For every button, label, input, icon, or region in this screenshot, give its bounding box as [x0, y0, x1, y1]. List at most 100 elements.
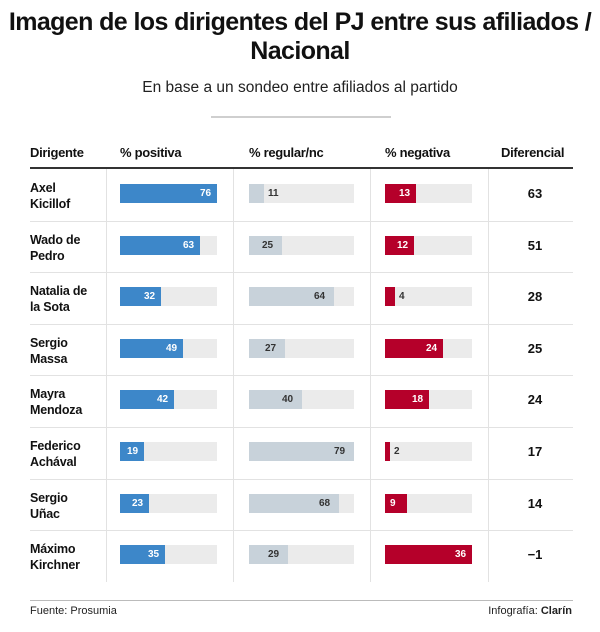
- dirigente-name: Axel Kicillof: [30, 180, 102, 212]
- regular-bar: [249, 184, 264, 203]
- name-line: Natalia de: [30, 284, 88, 299]
- row-divider: [30, 427, 573, 428]
- row-divider: [30, 323, 573, 325]
- negativa-track: 13: [385, 184, 472, 203]
- diferencial-value: 24: [527, 392, 543, 408]
- regular-value-label: 29: [268, 549, 280, 561]
- regular-track: 11: [249, 184, 354, 203]
- table-row: Sergio Uñac 23 68 9 14: [0, 479, 600, 531]
- negativa-bar: [385, 287, 395, 307]
- diferencial-value: −1: [527, 547, 543, 563]
- table-row: Sergio Massa 49 27 24 25: [0, 324, 600, 376]
- regular-bar: [249, 493, 339, 513]
- positiva-bar: [120, 184, 217, 203]
- diferencial-value: 51: [527, 237, 543, 253]
- positiva-bar: [120, 545, 165, 565]
- positiva-track: 35: [120, 545, 217, 565]
- name-line: Mayra: [30, 387, 66, 402]
- positiva-bar: [120, 287, 161, 307]
- diferencial-value: 25: [527, 340, 543, 356]
- positiva-track: 42: [120, 390, 217, 410]
- regular-track: 68: [249, 493, 354, 513]
- table-row: Axel Kicillof 76 11 13 63: [0, 169, 600, 221]
- credit-note: Infografía: Clarín: [488, 605, 572, 617]
- name-line: Pedro: [30, 248, 65, 263]
- negativa-track: 12: [385, 235, 472, 255]
- negativa-value-label: 9: [390, 497, 396, 509]
- positiva-value-label: 35: [148, 549, 160, 561]
- name-line: la Sota: [30, 300, 70, 315]
- regular-value-label: 25: [262, 239, 274, 251]
- regular-value-label: 64: [314, 291, 326, 303]
- dirigente-name: Sergio Uñac: [30, 490, 102, 522]
- name-line: Uñac: [30, 506, 60, 521]
- diferencial-value: 28: [527, 289, 543, 305]
- positiva-value-label: 49: [166, 342, 178, 354]
- regular-bar: [249, 390, 302, 410]
- chart-title: Imagen de los dirigentes del PJ entre su…: [8, 8, 592, 65]
- credit-prefix: Infografía:: [488, 605, 541, 617]
- table-row: Wado de Pedro 63 25 12 51: [0, 221, 600, 273]
- dirigente-name: Federico Achával: [30, 438, 102, 470]
- diferencial-value: 63: [527, 186, 543, 201]
- negativa-bar: [385, 545, 472, 565]
- positiva-bar: [120, 442, 144, 461]
- table-row: Máximo Kirchner 35 29 36 −1: [0, 530, 600, 582]
- positiva-bar: [120, 390, 174, 410]
- diferencial-value: 17: [527, 444, 543, 459]
- positiva-bar: [120, 338, 183, 358]
- negativa-track: 2: [385, 442, 472, 461]
- regular-track: 27: [249, 338, 354, 358]
- positiva-value-label: 32: [144, 291, 156, 303]
- regular-value-label: 11: [268, 188, 279, 199]
- negativa-value-label: 36: [455, 549, 467, 561]
- negativa-value-label: 24: [426, 342, 438, 354]
- name-line: Mendoza: [30, 403, 83, 418]
- row-divider: [30, 375, 573, 377]
- negativa-bar: [385, 235, 414, 255]
- regular-track: 25: [249, 235, 354, 255]
- header-underline: [30, 167, 573, 169]
- name-line: Massa: [30, 351, 68, 366]
- regular-value-label: 27: [265, 342, 277, 354]
- name-line: Kirchner: [30, 558, 80, 573]
- header-regular: % regular/nc: [249, 145, 324, 160]
- chart-subtitle: En base a un sondeo entre afiliados al p…: [142, 79, 458, 96]
- table-row: Mayra Mendoza 42 40 18 24: [0, 375, 600, 427]
- positiva-track: 23: [120, 493, 217, 513]
- positiva-track: 63: [120, 235, 217, 255]
- negativa-value-label: 4: [399, 291, 405, 303]
- regular-track: 79: [249, 442, 354, 461]
- table-row: Federico Achával 19 79 2 17: [0, 427, 600, 479]
- name-line: Kicillof: [30, 197, 71, 211]
- dirigente-name: Máximo Kirchner: [30, 541, 102, 573]
- header-positiva: % positiva: [120, 145, 182, 160]
- negativa-track: 4: [385, 287, 472, 307]
- positiva-track: 76: [120, 184, 217, 203]
- positiva-value-label: 23: [132, 497, 144, 509]
- footer-divider: [30, 600, 573, 601]
- negativa-value-label: 2: [394, 446, 400, 457]
- positiva-value-label: 19: [127, 446, 139, 457]
- dirigente-name: Mayra Mendoza: [30, 386, 102, 418]
- regular-bar: [249, 235, 282, 255]
- regular-bar: [249, 338, 285, 358]
- negativa-bar: [385, 442, 390, 461]
- regular-value-label: 68: [319, 497, 331, 509]
- name-line: Wado de: [30, 232, 81, 247]
- title-separator: [211, 116, 391, 118]
- header-negativa: % negativa: [385, 145, 450, 160]
- row-divider: [30, 220, 573, 222]
- negativa-track: 9: [385, 493, 472, 513]
- positiva-track: 49: [120, 338, 217, 358]
- positiva-value-label: 42: [157, 394, 169, 406]
- positiva-track: 19: [120, 442, 217, 461]
- header-diferencial: Diferencial: [501, 145, 565, 160]
- name-line: Achával: [30, 455, 77, 469]
- row-divider: [30, 478, 573, 480]
- name-line: Federico: [30, 439, 81, 453]
- name-line: Sergio: [30, 490, 68, 505]
- positiva-bar: [120, 235, 200, 255]
- negativa-value-label: 12: [397, 239, 409, 251]
- negativa-bar: [385, 184, 416, 203]
